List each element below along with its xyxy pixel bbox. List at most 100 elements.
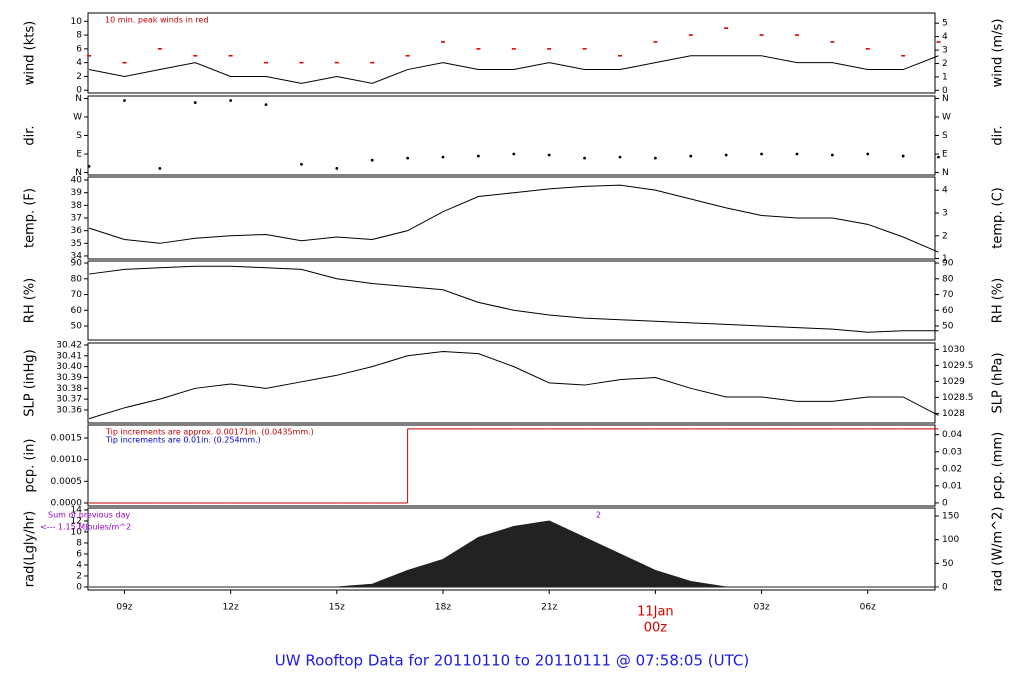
y-tick-label: 8: [76, 31, 82, 41]
y2-axis-label: pcp. (mm): [991, 432, 1006, 499]
peak-mark: [441, 41, 446, 43]
y2-tick-label: 4: [942, 32, 948, 42]
peak-mark: [228, 54, 233, 57]
data-point: [689, 154, 693, 158]
y-axis-label: temp. (F): [23, 188, 38, 248]
y-tick-label: 38: [71, 201, 83, 211]
peak-mark: [653, 41, 658, 43]
panel-frame: [87, 260, 936, 341]
y-tick-label: 39: [71, 188, 83, 198]
peak-mark: [299, 61, 304, 64]
data-point: [795, 152, 799, 156]
peak-mark: [370, 61, 375, 64]
peak-mark: [547, 48, 552, 50]
data-point: [87, 164, 91, 168]
annotation: Sum of previous day: [48, 511, 130, 520]
y2-tick-label: 0: [942, 86, 948, 96]
y2-tick-label: 1030: [942, 345, 965, 355]
data-point: [724, 153, 728, 157]
data-point: [830, 153, 834, 157]
y-tick-label: S: [76, 131, 82, 141]
x-tick-label: 09z: [116, 603, 132, 613]
y2-tick-label: 50: [942, 321, 954, 331]
peak-mark: [122, 61, 127, 64]
y2-tick-label: 70: [942, 290, 954, 300]
data-point: [866, 152, 870, 156]
y2-tick-label: 60: [942, 306, 954, 316]
y2-axis-label: dir.: [991, 125, 1006, 145]
y2-tick-label: 4: [942, 186, 948, 196]
y2-tick-label: 50: [942, 559, 954, 569]
y2-tick-label: 150: [942, 512, 959, 522]
annotation: Tip increments are approx. 0.00171in. (0…: [105, 428, 314, 437]
data-point: [760, 152, 763, 156]
peak-mark: [617, 54, 622, 57]
peak-mark: [688, 34, 693, 36]
y-tick-label: 0: [76, 582, 82, 592]
x-tick-label: 21z: [541, 603, 557, 613]
data-point: [477, 154, 480, 158]
data-point: [512, 152, 516, 156]
peak-mark: [724, 27, 729, 29]
data-point: [583, 156, 586, 160]
annotation: <--- 1.15 MJoules/m^2: [40, 523, 131, 532]
y2-axis-label: RH (%): [991, 278, 1006, 323]
y-tick-label: 0.0005: [51, 477, 83, 487]
y2-tick-label: 0.01: [942, 481, 962, 491]
y-tick-label: W: [73, 112, 82, 122]
y2-axis-label: wind (m/s): [991, 19, 1006, 88]
x-tick-label: 18z: [435, 603, 451, 613]
y-tick-label: 2: [76, 72, 82, 82]
peak-mark: [830, 41, 835, 43]
peak-mark: [334, 61, 339, 64]
y2-tick-label: 1028.5: [942, 393, 974, 403]
data-point: [158, 167, 162, 170]
y-tick-label: 40: [71, 176, 83, 186]
y-tick-label: 0: [76, 86, 82, 96]
y-axis-label: dir.: [23, 125, 38, 145]
peak-mark: [264, 61, 269, 64]
y-tick-label: 30.39: [56, 373, 82, 383]
data-line: [88, 350, 939, 420]
y2-axis-label: SLP (hPa): [991, 352, 1006, 413]
y-tick-label: 30.37: [56, 395, 82, 405]
y-tick-label: 35: [71, 239, 82, 249]
y-tick-label: 60: [71, 306, 83, 316]
y2-axis-label: temp. (C): [991, 187, 1006, 249]
y-tick-label: 30.38: [56, 384, 82, 394]
y2-tick-label: 1: [942, 72, 948, 82]
y-tick-label: 0.0010: [51, 455, 83, 465]
y-tick-label: 30.36: [56, 405, 82, 415]
data-point: [901, 154, 905, 158]
data-area: [89, 520, 939, 588]
data-point: [123, 99, 126, 102]
annotation: Tip increments are 0.01in. (0.254mm.): [105, 436, 261, 445]
y-tick-label: 30.40: [56, 362, 82, 372]
y-tick-label: 10: [71, 527, 83, 537]
y2-tick-label: 1028: [942, 409, 965, 419]
peak-mark: [405, 54, 410, 57]
y-axis-label: rad(Lgly/hr): [23, 511, 38, 587]
data-point: [335, 167, 339, 170]
date-label: 11Jan: [637, 605, 674, 620]
data-line: [88, 184, 939, 253]
y-tick-label: 4: [76, 58, 82, 68]
data-point: [653, 156, 657, 160]
y2-tick-label: 1029.5: [942, 361, 974, 371]
y2-tick-label: 100: [942, 535, 959, 545]
y2-tick-label: 0.04: [942, 430, 962, 440]
y-tick-label: 30.42: [56, 340, 82, 350]
y-tick-label: 6: [76, 44, 82, 54]
panel-frame: [87, 424, 936, 507]
data-point: [229, 99, 233, 102]
x-tick-label: 03z: [753, 603, 769, 613]
y2-tick-label: 3: [942, 46, 948, 56]
panel-frame: [87, 12, 936, 94]
chart-title: UW Rooftop Data for 20110110 to 20110111…: [275, 652, 749, 670]
x-tick-label: 00z: [644, 621, 668, 636]
peak-mark: [193, 54, 198, 57]
y-tick-label: 37: [71, 214, 82, 224]
data-line: [88, 55, 939, 84]
y2-tick-label: 2: [942, 231, 948, 241]
